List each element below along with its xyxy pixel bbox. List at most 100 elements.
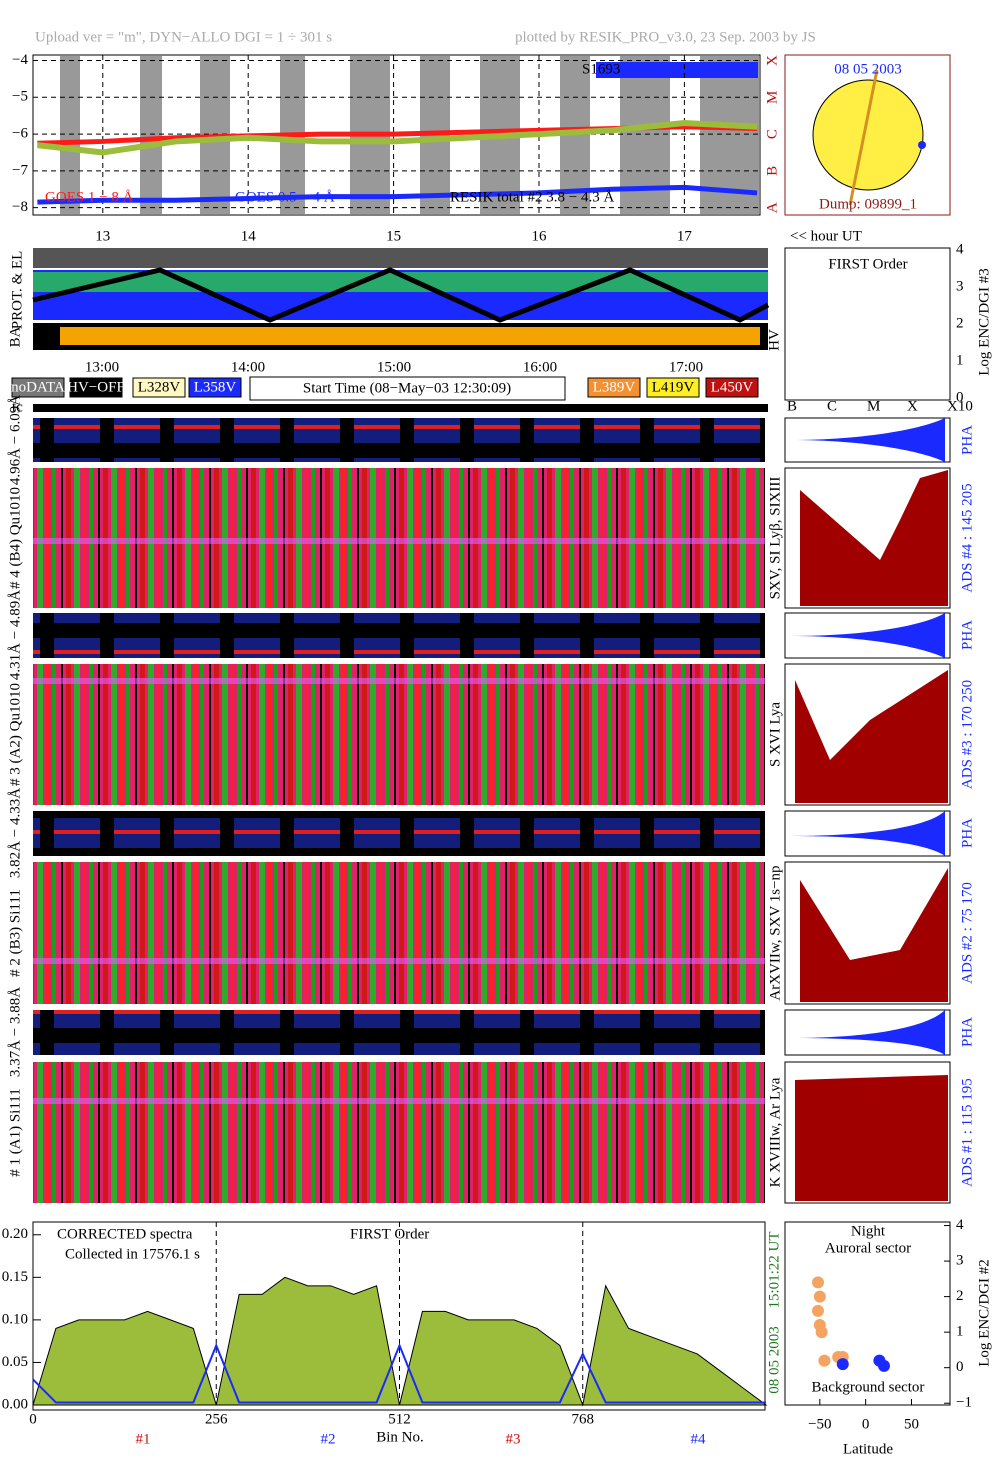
label: # 1 (A1) Si111 xyxy=(7,1088,23,1176)
label: 1 xyxy=(956,352,964,368)
label: ADS #3 : 170 250 xyxy=(959,680,975,789)
label: B xyxy=(787,398,797,414)
tick-label: 50 xyxy=(904,1416,919,1432)
tick-label: 15 xyxy=(386,228,401,244)
tick-label: 0.20 xyxy=(2,1226,28,1242)
label: 08 05 2003 xyxy=(834,61,902,77)
tick-label: 768 xyxy=(572,1411,595,1427)
label: PHA xyxy=(959,425,975,455)
label: 4 xyxy=(956,241,964,257)
point xyxy=(815,1326,828,1339)
tick-label: 17 xyxy=(677,228,693,244)
label: 4.96Å − 6.09Å xyxy=(7,395,23,485)
tick-label: 0 xyxy=(862,1416,870,1432)
label: ArXVIIw, SXV 1s−np xyxy=(767,865,783,1000)
label: PHA xyxy=(959,1017,975,1047)
legend-swatch xyxy=(188,377,242,398)
label: tc xyxy=(12,399,23,415)
series-line xyxy=(32,1342,766,1404)
label: M xyxy=(867,398,880,414)
label: SXV, SI Lyβ, SIXIII xyxy=(767,477,783,600)
label: X xyxy=(764,55,780,66)
label: # 3 (A2) Qu1010 xyxy=(7,683,23,786)
legend-entry: RESIK total #2 3.8 − 4.3 Å xyxy=(450,189,614,205)
label: A xyxy=(764,202,780,213)
tick-label: −5 xyxy=(12,89,28,105)
legend-swatch xyxy=(132,377,186,398)
label: 16:00 xyxy=(523,359,557,375)
label: 3.82Å − 4.33Å xyxy=(7,788,23,878)
label: S1693 xyxy=(582,61,620,77)
label: plotted by RESIK_PRO_v3.0, 23 Sep. 2003 … xyxy=(515,29,816,45)
label: 2 xyxy=(956,315,964,331)
legend-entry: GOES 1 − 8 Å xyxy=(45,189,134,205)
label: C xyxy=(827,398,837,414)
label: B xyxy=(764,166,780,176)
point xyxy=(878,1359,890,1372)
legend-entry: HV−OFF xyxy=(67,379,125,395)
label: X xyxy=(907,398,918,414)
point xyxy=(813,1290,826,1303)
tick-label: 0 xyxy=(29,1411,37,1427)
legend-entry: GOES 0.5 − 4 Å xyxy=(235,189,335,205)
tick-label: 13 xyxy=(95,228,110,244)
label: ADS #2 : 75 170 xyxy=(959,882,975,984)
label: #4 xyxy=(691,1431,707,1447)
label: Bin No. xyxy=(376,1429,424,1445)
tick-label: 16 xyxy=(531,228,547,244)
legend-swatch xyxy=(646,377,700,398)
label: Night xyxy=(851,1223,886,1239)
tick-label: 3 xyxy=(956,1253,964,1269)
label: ADS #1 : 115 195 xyxy=(959,1078,975,1187)
tick-label: 2 xyxy=(956,1288,964,1304)
label: PHA xyxy=(959,818,975,848)
area xyxy=(32,1276,768,1407)
series-line xyxy=(37,184,758,205)
label: CORRECTED spectra xyxy=(57,1226,193,1242)
label: 3.37Å − 3.88Å xyxy=(7,987,23,1077)
label: 15:00 xyxy=(377,359,411,375)
legend-entry: L419V xyxy=(652,379,695,395)
label: Latitude xyxy=(843,1441,893,1457)
legend-swatch xyxy=(705,377,759,398)
label: 4.31Å − 4.89Å xyxy=(7,590,23,680)
label: 13:00 xyxy=(85,359,119,375)
label: FIRST Order xyxy=(350,1226,429,1242)
channels xyxy=(33,417,951,1204)
tick-label: 0.05 xyxy=(2,1354,28,1370)
label: 3 xyxy=(956,278,964,294)
tick-label: 0.15 xyxy=(2,1269,28,1285)
legend-swatch xyxy=(11,377,65,398)
label: PROT. & EL xyxy=(9,251,25,329)
label: Dump: 09899_1 xyxy=(819,196,917,212)
label: 08 05 2003 xyxy=(766,1326,782,1394)
label: HV xyxy=(766,329,782,351)
tick-label: 256 xyxy=(205,1411,228,1427)
label: Upload ver = "m", DYN−ALLO DGI = 1 ÷ 301… xyxy=(35,29,332,45)
label: << hour UT xyxy=(790,228,862,244)
tick-label: 1 xyxy=(956,1324,964,1340)
label: Auroral sector xyxy=(825,1240,911,1256)
label: # 2 (B3) Si111 xyxy=(7,889,23,977)
legend-entry: L358V xyxy=(194,379,237,395)
legend-entry: noDATA xyxy=(11,379,65,395)
point xyxy=(812,1276,824,1289)
legend-swatch xyxy=(69,377,123,398)
legend-entry: L450V xyxy=(711,379,754,395)
label: #2 xyxy=(321,1431,336,1447)
tick-label: 512 xyxy=(388,1411,411,1427)
label: Log ENC/DGI #2 xyxy=(976,1259,992,1367)
legend-entry: L328V xyxy=(138,379,181,395)
label: Background sector xyxy=(812,1379,925,1395)
label: ADS #4 : 145 205 xyxy=(959,483,975,592)
strips xyxy=(32,247,951,412)
tick-label: −6 xyxy=(12,126,28,142)
point xyxy=(836,1358,849,1371)
tick-label: 0.00 xyxy=(2,1396,28,1412)
label: 14:00 xyxy=(231,359,265,375)
tick-label: 0.10 xyxy=(2,1311,28,1327)
label: 17:00 xyxy=(669,359,703,375)
latitude-frame xyxy=(784,1221,951,1406)
label: FIRST Order xyxy=(828,256,907,272)
